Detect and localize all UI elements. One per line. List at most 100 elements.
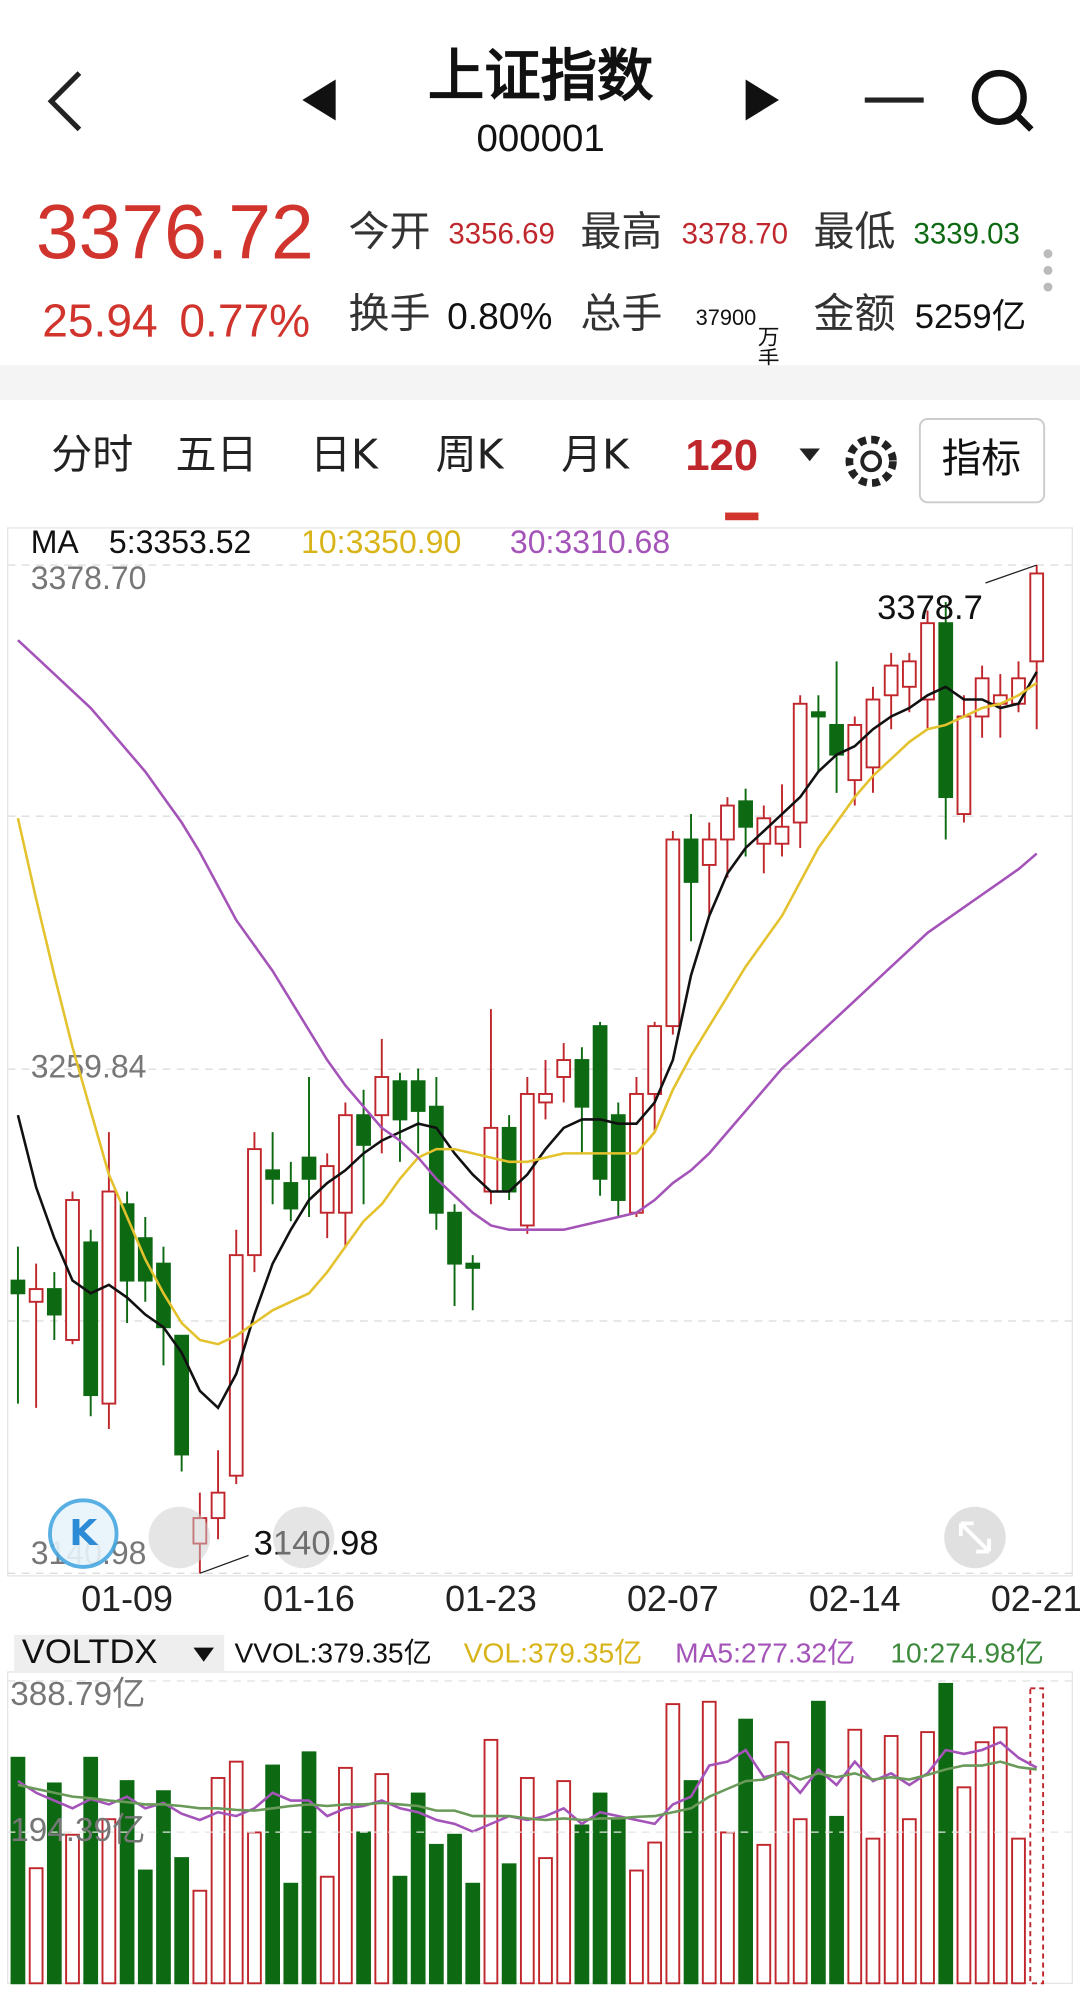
chart-frame (7, 527, 1073, 1577)
candle-body (265, 1169, 280, 1180)
volume-bar (447, 1833, 462, 1985)
volume-bar (720, 1831, 735, 1985)
volume-bar (701, 1700, 717, 1985)
tab[interactable]: 月K (561, 430, 630, 478)
tab[interactable]: 分时 (51, 430, 133, 478)
indicator-button[interactable] (918, 418, 1046, 504)
change-pct: 0.77% (179, 294, 310, 346)
volume-ma-line (17, 1760, 1037, 1822)
volume-bar (538, 1857, 553, 1985)
candle-body (374, 1076, 390, 1117)
candle-body (28, 1288, 44, 1303)
volume-bar (137, 1869, 153, 1985)
x-tick-label: 01-09 (81, 1579, 173, 1619)
x-tick-label: 01-23 (445, 1579, 537, 1619)
stat-value: 3356.69 (448, 218, 554, 251)
candle-body (720, 804, 735, 841)
stat-value: 3378.70 (682, 218, 788, 251)
candle-body (738, 800, 753, 828)
tab[interactable]: 周K (436, 430, 505, 478)
next-button[interactable] (745, 79, 779, 121)
volume-bar (465, 1882, 481, 1985)
candle-body (101, 1190, 117, 1405)
zoom-out-button[interactable] (148, 1506, 211, 1569)
volume-bar (920, 1731, 935, 1985)
dot (1043, 249, 1053, 259)
volume-bar (574, 1824, 590, 1985)
candle-body (356, 1114, 371, 1146)
volume-bar (10, 1756, 26, 1985)
tab[interactable]: 日K (310, 430, 379, 478)
volume-bar (610, 1818, 626, 1985)
indicator-name: VOLTDX (22, 1633, 158, 1671)
indicator-label: 指标 (942, 436, 1021, 482)
volume-bar (847, 1728, 863, 1985)
candle-body (556, 1059, 572, 1078)
candle-body (647, 1025, 663, 1095)
volume-bar (83, 1756, 99, 1985)
price: 3376.72 (36, 190, 314, 276)
search-icon (1014, 113, 1034, 132)
back-button[interactable] (47, 71, 82, 132)
candle-body (883, 664, 899, 697)
volume-bar (883, 1735, 899, 1985)
stat-label: 总手 (580, 290, 662, 338)
candle-body (65, 1199, 80, 1341)
candle-body (392, 1080, 408, 1121)
y-tick-label: 194.39亿 (10, 1812, 145, 1849)
tab[interactable]: 五日 (176, 430, 258, 478)
candle-body (410, 1080, 426, 1112)
volume-legend: VVOL:379.35亿 (234, 1637, 431, 1669)
ma-line (16, 671, 1038, 1410)
volume-bar (392, 1875, 408, 1985)
prev-button[interactable] (302, 79, 336, 121)
x-tick-label: 02-07 (627, 1579, 719, 1619)
gear (860, 450, 883, 473)
dot (1043, 265, 1053, 275)
volume-bar (738, 1718, 753, 1985)
x-tick-label: 02-21 (991, 1579, 1080, 1619)
volume-bar (101, 1818, 117, 1985)
volume-bar (428, 1843, 444, 1985)
title: 上证指数 (428, 44, 654, 109)
tab-active[interactable]: 120 (685, 432, 758, 480)
volume-bar (665, 1703, 681, 1985)
candle-body (683, 838, 699, 883)
candle-body (811, 711, 826, 718)
ma-legend-title: MA (31, 524, 80, 560)
candle-body (610, 1114, 626, 1201)
volume-legend: MA5:277.32亿 (675, 1637, 855, 1669)
more-button[interactable] (1043, 249, 1053, 292)
settings-button[interactable] (845, 435, 897, 487)
code: 000001 (477, 117, 605, 160)
stat-label: 今开 (348, 208, 430, 256)
candle-body (847, 724, 863, 782)
dropdown-arrow[interactable] (799, 448, 820, 462)
volume-bar (356, 1831, 371, 1985)
volume-bar (301, 1751, 317, 1985)
volume-bar (283, 1882, 299, 1985)
fullscreen-icon (958, 1521, 991, 1554)
candle-body (10, 1279, 26, 1295)
candle-body (920, 622, 935, 701)
volume-bar (811, 1700, 826, 1985)
volume-bar (192, 1889, 208, 1985)
k-logo-text: K (69, 1513, 98, 1554)
candle-body (83, 1241, 99, 1397)
volume-bar (46, 1782, 62, 1985)
stat-unit: 万手 (754, 325, 779, 369)
change: 25.94 (42, 294, 157, 346)
zoom-in-button[interactable] (272, 1506, 335, 1569)
candle-body (574, 1059, 590, 1108)
volume-bar (683, 1780, 699, 1985)
stat-label: 金额 (814, 290, 896, 338)
volume-bar (28, 1867, 44, 1985)
indicator-arrow (193, 1647, 214, 1662)
indicator-select[interactable] (14, 1634, 225, 1672)
k-logo[interactable] (48, 1498, 119, 1569)
ma-legend: 5:3353.52 (109, 524, 251, 560)
candle-body (174, 1334, 190, 1456)
search-button[interactable] (971, 69, 1034, 132)
volume-legend: VOL:379.35亿 (464, 1637, 643, 1669)
